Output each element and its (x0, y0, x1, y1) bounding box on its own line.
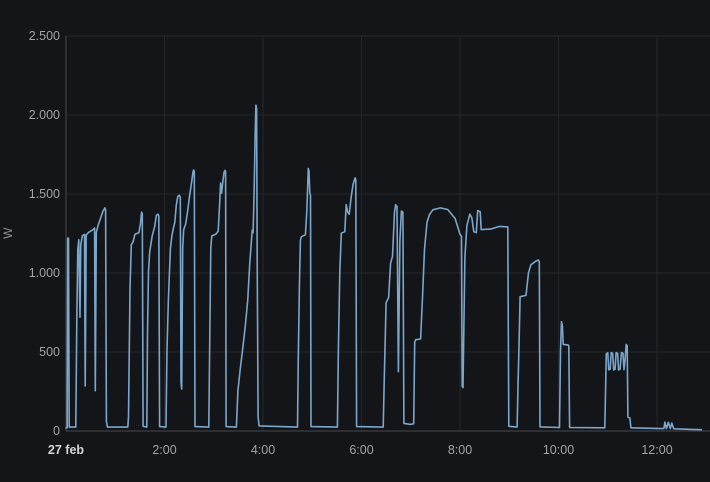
y-tick-label: 0 (53, 424, 60, 438)
y-tick-label: 2.500 (28, 29, 60, 43)
x-tick-label: 6:00 (349, 443, 374, 457)
y-axis-unit-label: W (1, 227, 15, 239)
y-tick-label: 500 (39, 345, 60, 359)
x-tick-label: 2:00 (152, 443, 177, 457)
x-tick-label: 27 feb (47, 443, 85, 457)
x-tick-label: 8:00 (447, 443, 473, 457)
axis-lines (65, 36, 710, 432)
x-tick-label: 12:00 (641, 443, 673, 457)
y-tick-label: 1.500 (28, 187, 60, 201)
grid-lines (66, 35, 710, 431)
y-tick-label: 2.000 (28, 108, 60, 122)
series-line (65, 104, 703, 431)
x-tick-label: 4:00 (250, 443, 276, 457)
data-series (65, 104, 703, 431)
x-tick-label: 10:00 (542, 443, 575, 457)
y-tick-label: 1.000 (28, 266, 60, 280)
